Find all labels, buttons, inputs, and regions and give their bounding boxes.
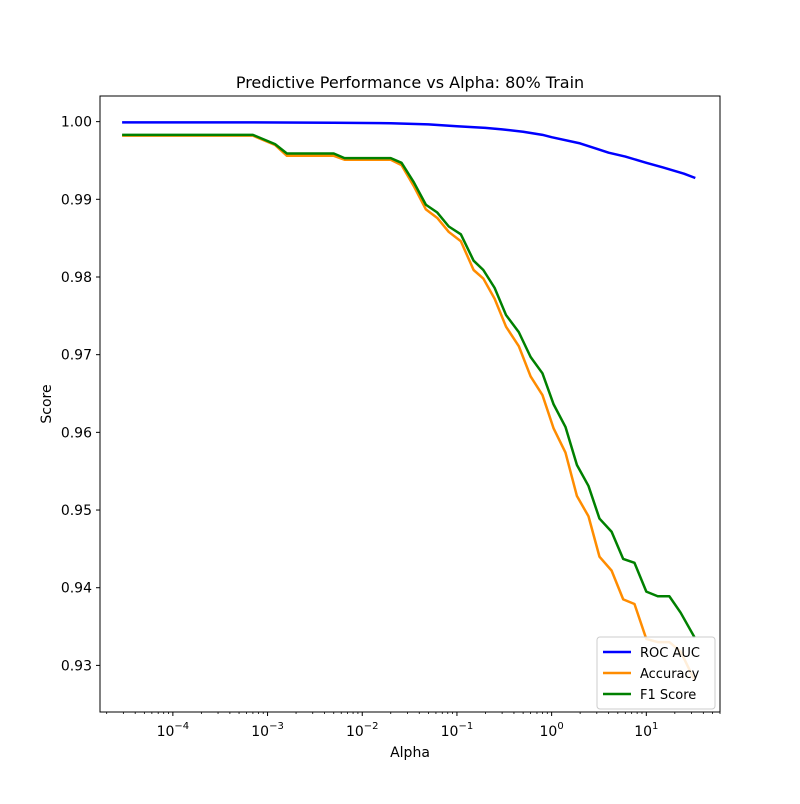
x-tick-label: 100 (540, 721, 564, 740)
x-tick-label: 10−2 (346, 721, 379, 740)
y-tick-label: 0.95 (61, 503, 92, 519)
axes: 0.93 0.94 0.95 0.96 0.97 0.98 0.99 1.00 10−4 10−3… (61, 95, 721, 740)
y-tick-label: 0.98 (61, 270, 92, 286)
legend-label-f1-score: F1 Score (640, 688, 696, 703)
y-tick-label: 0.94 (61, 581, 92, 597)
y-tick-label: 0.97 (61, 348, 92, 364)
axes-frame (99, 95, 721, 713)
y-tick-label: 1.00 (61, 115, 92, 131)
x-tick-label: 10−3 (251, 721, 284, 740)
chart-title: Predictive Performance vs Alpha: 80% Tra… (236, 73, 584, 92)
x-tick-label: 10−4 (157, 721, 190, 740)
y-axis-label: Score (39, 384, 55, 423)
legend-box (596, 636, 716, 710)
y-tick-label: 0.99 (61, 192, 92, 208)
series-line-f1-score (122, 133, 696, 639)
x-tick-label: 10−1 (441, 721, 474, 740)
legend-label-accuracy: Accuracy (640, 667, 700, 682)
y-tick-label: 0.93 (61, 658, 92, 674)
plot-area (122, 121, 696, 682)
series-line-roc-auc (122, 121, 696, 180)
legend: ROC AUC Accuracy F1 Score (596, 636, 716, 710)
y-tick-label: 0.96 (61, 425, 92, 441)
x-tick-label: 101 (634, 721, 658, 740)
series-line-accuracy (122, 134, 696, 682)
x-axis-label: Alpha (390, 745, 430, 761)
legend-label-roc-auc: ROC AUC (640, 646, 700, 661)
